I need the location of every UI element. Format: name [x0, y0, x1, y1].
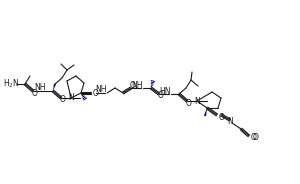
Polygon shape	[204, 108, 207, 116]
Text: NH: NH	[131, 81, 143, 89]
Text: N: N	[194, 96, 200, 105]
Text: O: O	[219, 112, 225, 121]
Text: HN: HN	[159, 86, 171, 95]
Text: O: O	[251, 134, 257, 142]
Polygon shape	[53, 84, 56, 91]
Text: O: O	[186, 98, 192, 107]
Text: O: O	[130, 82, 136, 91]
Text: O: O	[253, 134, 259, 142]
Text: O: O	[158, 91, 164, 100]
Text: O: O	[60, 95, 66, 105]
Text: N: N	[68, 93, 74, 102]
Text: N: N	[227, 118, 233, 127]
Text: H$_2$N: H$_2$N	[3, 78, 19, 90]
Text: NH: NH	[34, 84, 46, 93]
Text: O: O	[93, 89, 99, 98]
Text: NH: NH	[95, 86, 107, 95]
Text: O: O	[32, 89, 38, 98]
